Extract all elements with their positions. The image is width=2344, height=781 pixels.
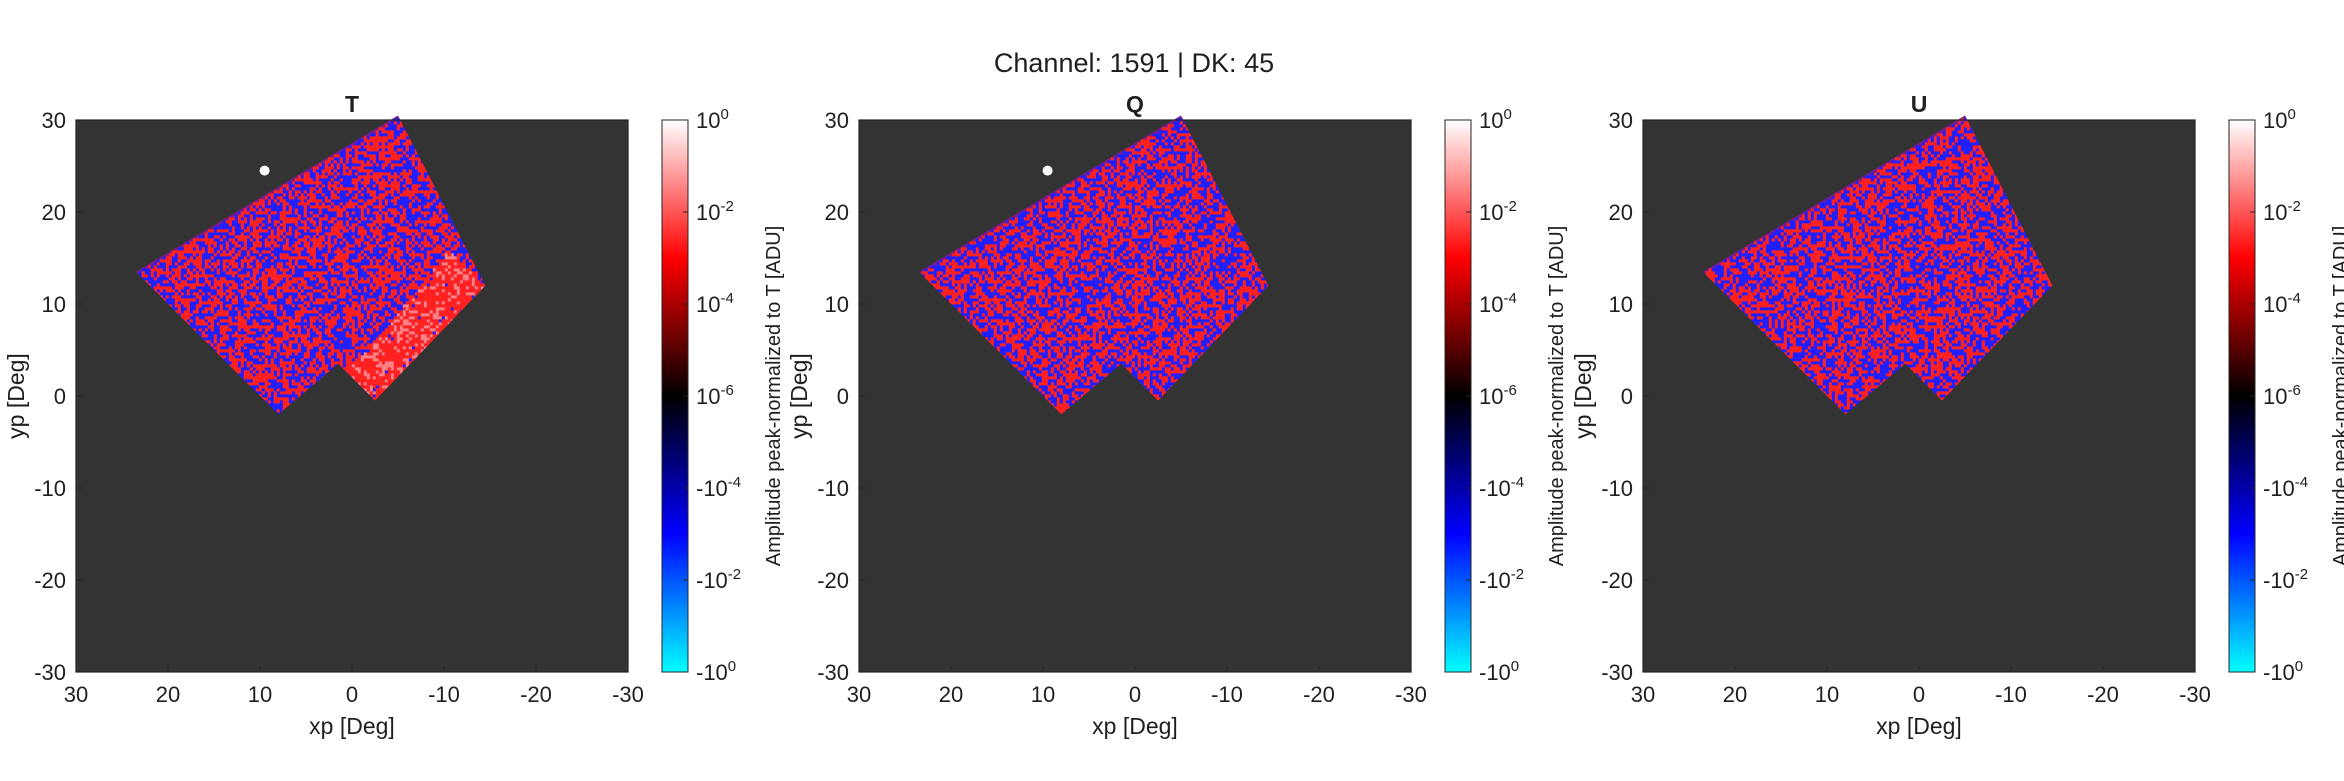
map-noise [135, 115, 486, 415]
map-positive-pixels [141, 121, 486, 413]
x-tick-label: 10 [248, 682, 272, 707]
map-positive-pixels [1705, 118, 2053, 415]
x-tick-label: 20 [939, 682, 963, 707]
y-tick-label: -10 [34, 476, 66, 501]
y-tick-label: 0 [54, 384, 66, 409]
colorbar-tick-label: 10-4 [1479, 290, 1517, 317]
x-tick-label: 10 [1031, 682, 1055, 707]
colorbar-tick-label: -100 [2263, 658, 2303, 685]
colorbar-tick-label: 100 [2263, 106, 2296, 133]
y-tick-label: 10 [825, 292, 849, 317]
x-tick-label: -20 [2087, 682, 2119, 707]
colorbar-tick-label: 10-2 [2263, 198, 2301, 225]
x-tick-label: 0 [1913, 682, 1925, 707]
y-tick-label: 20 [42, 200, 66, 225]
colorbar-tick-label: 10-4 [696, 290, 734, 317]
y-tick-label: 20 [825, 200, 849, 225]
colorbar-tick-label: -10-2 [2263, 566, 2308, 593]
x-tick-label: -20 [1303, 682, 1335, 707]
y-tick-label: -20 [817, 568, 849, 593]
y-tick-label: -30 [34, 660, 66, 685]
panel-title: U [1911, 91, 1928, 117]
y-tick-label: -10 [817, 476, 849, 501]
y-axis-label: yp [Deg] [3, 353, 29, 439]
y-axis-label: yp [Deg] [1570, 353, 1596, 439]
bright-spot [259, 165, 270, 176]
x-tick-label: 30 [847, 682, 871, 707]
y-tick-label: 0 [837, 384, 849, 409]
map-negative-pixels [921, 118, 1267, 415]
colorbar-tick-label: -100 [1479, 658, 1519, 685]
y-tick-label: -10 [1601, 476, 1633, 501]
x-tick-label: -10 [1995, 682, 2027, 707]
map-noise [918, 115, 1269, 415]
map-positive-pixels [921, 121, 1269, 415]
y-tick-label: -20 [34, 568, 66, 593]
colorbar-label: Amplitude peak-normalized to T [ADU] [763, 226, 785, 567]
y-tick-label: 20 [1609, 200, 1633, 225]
x-tick-label: 10 [1815, 682, 1839, 707]
x-tick-label: 0 [346, 682, 358, 707]
y-tick-label: 10 [42, 292, 66, 317]
x-tick-label: -10 [428, 682, 460, 707]
colorbar-tick-label: 100 [1479, 106, 1512, 133]
x-tick-label: 0 [1129, 682, 1141, 707]
x-tick-label: -30 [612, 682, 644, 707]
colorbar-tick-label: -10-2 [696, 566, 741, 593]
x-axis-label: xp [Deg] [309, 713, 395, 739]
colorbar-tick-label: 100 [696, 106, 729, 133]
colorbar-label: Amplitude peak-normalized to T [ADU] [1546, 226, 1568, 567]
y-tick-label: 0 [1621, 384, 1633, 409]
x-tick-label: 20 [1723, 682, 1747, 707]
y-tick-label: -30 [817, 660, 849, 685]
bright-spot [1042, 165, 1053, 176]
map-high-pixels [351, 253, 484, 395]
y-tick-label: 30 [825, 108, 849, 133]
colorbar-tick-label: -100 [696, 658, 736, 685]
panel-title: Q [1126, 91, 1144, 117]
x-axis-label: xp [Deg] [1876, 713, 1962, 739]
colorbar-tick-label: 10-4 [2263, 290, 2301, 317]
map-noise [1702, 115, 2053, 415]
colorbar-tick-label: -10-2 [1479, 566, 1524, 593]
colorbar-label: Amplitude peak-normalized to T [ADU] [2330, 226, 2344, 567]
x-tick-label: -10 [1211, 682, 1243, 707]
map-negative-pixels [138, 118, 484, 415]
x-tick-label: -30 [2179, 682, 2211, 707]
colorbar-tick-label: -10-4 [2263, 474, 2308, 501]
colorbar-tick-label: 10-2 [696, 198, 734, 225]
colorbar-tick-label: 10-2 [1479, 198, 1517, 225]
x-tick-label: 30 [1631, 682, 1655, 707]
x-tick-label: -20 [520, 682, 552, 707]
y-tick-label: 10 [1609, 292, 1633, 317]
y-tick-label: 30 [1609, 108, 1633, 133]
x-tick-label: 30 [64, 682, 88, 707]
colorbar-tick-label: -10-4 [1479, 474, 1524, 501]
x-axis-label: xp [Deg] [1092, 713, 1178, 739]
colorbar-tick-label: -10-4 [696, 474, 741, 501]
x-tick-label: 20 [156, 682, 180, 707]
y-axis-label: yp [Deg] [786, 353, 812, 439]
y-tick-label: 30 [42, 108, 66, 133]
colorbar-tick-label: 10-6 [1479, 382, 1517, 409]
figure-title: Channel: 1591 | DK: 45 [994, 48, 1274, 78]
x-tick-label: -30 [1395, 682, 1427, 707]
colorbar-tick-label: 10-6 [696, 382, 734, 409]
y-tick-label: -20 [1601, 568, 1633, 593]
y-tick-label: -30 [1601, 660, 1633, 685]
colorbar-tick-label: 10-6 [2263, 382, 2301, 409]
panel-title: T [345, 91, 359, 117]
